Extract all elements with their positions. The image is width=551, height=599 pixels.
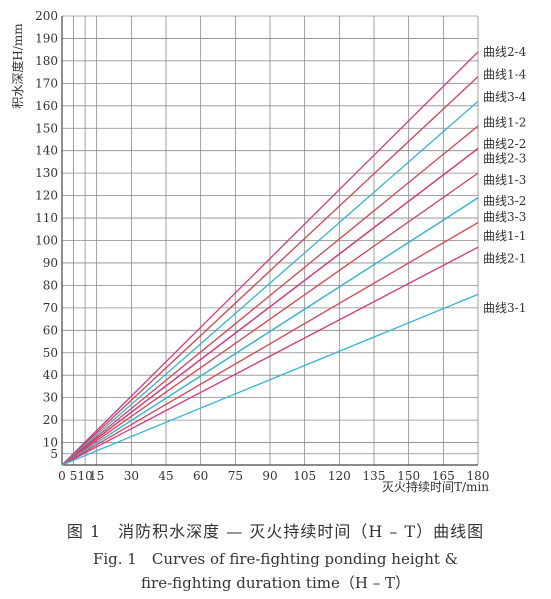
series-line — [61, 76, 479, 466]
x-tick-label: 150 — [397, 469, 420, 483]
line-label: 曲线2-1 — [483, 251, 526, 265]
y-tick-label: 70 — [43, 301, 58, 315]
figure-caption-cn: 图 1 消防积水深度 — 灭火持续时间（H – T）曲线图 — [66, 522, 485, 541]
figure-caption-en-line2: fire-fighting duration time（H – T） — [141, 574, 410, 592]
x-tick-label: 5 — [70, 469, 78, 483]
series-line — [61, 197, 479, 466]
x-tick-label: 30 — [124, 469, 139, 483]
line-label: 曲线2-2 — [483, 137, 526, 151]
x-tick-label: 45 — [158, 469, 173, 483]
y-tick-label: 150 — [35, 121, 58, 135]
line-label: 曲线2-3 — [483, 152, 526, 166]
y-tick-label: 40 — [43, 368, 58, 382]
line-label: 曲线3-3 — [483, 210, 526, 224]
y-tick-label: 30 — [43, 391, 58, 405]
x-tick-label: 75 — [228, 469, 243, 483]
x-tick-label: 135 — [363, 469, 386, 483]
y-tick-label: 80 — [43, 278, 58, 292]
x-tick-label: 165 — [432, 469, 455, 483]
x-axis-label: 灭火持续时间T/min — [382, 479, 489, 494]
tick-labels: 5102030405060708090100110120130140150160… — [35, 9, 489, 483]
y-axis-label: 积水深度H/mm — [10, 23, 25, 109]
x-tick-label: 10 — [77, 469, 92, 483]
series-line — [61, 293, 479, 466]
line-label: 曲线3-4 — [483, 90, 527, 104]
y-tick-label: 170 — [35, 76, 58, 90]
series-line — [61, 125, 479, 466]
line-label: 曲线1-1 — [483, 229, 526, 243]
line-label: 曲线2-4 — [483, 45, 527, 59]
y-tick-label: 200 — [35, 9, 58, 23]
line-label: 曲线1-2 — [483, 116, 526, 130]
x-tick-label: 15 — [89, 469, 104, 483]
y-tick-label: 120 — [35, 189, 58, 203]
y-tick-label: 180 — [35, 54, 58, 68]
y-tick-label: 160 — [35, 99, 58, 113]
y-tick-label: 190 — [35, 31, 58, 45]
y-tick-label: 130 — [35, 166, 58, 180]
y-tick-label: 50 — [43, 346, 58, 360]
y-tick-label: 10 — [43, 436, 58, 450]
series-lines — [61, 51, 479, 466]
x-tick-label: 105 — [293, 469, 316, 483]
axes — [61, 16, 478, 466]
series-line — [61, 100, 479, 466]
y-tick-label: 60 — [43, 323, 58, 337]
series-line — [61, 147, 479, 466]
line-label: 曲线3-2 — [483, 194, 526, 208]
line-label: 曲线1-3 — [483, 173, 526, 187]
x-tick-label: 180 — [467, 469, 490, 483]
series-line — [61, 246, 479, 466]
y-tick-label: 5 — [50, 447, 58, 461]
figure-caption-en-line1: Fig. 1 Curves of fire-fighting ponding h… — [92, 550, 459, 568]
y-tick-label: 20 — [43, 413, 58, 427]
series-line — [61, 51, 479, 466]
x-tick-label: 90 — [262, 469, 277, 483]
grid — [62, 15, 479, 465]
y-tick-label: 90 — [43, 256, 58, 270]
y-tick-label: 110 — [35, 211, 58, 225]
x-tick-label: 0 — [58, 469, 66, 483]
line-label: 曲线1-4 — [483, 67, 527, 81]
x-tick-label: 120 — [328, 469, 351, 483]
y-tick-label: 140 — [35, 144, 58, 158]
x-tick-label: 60 — [193, 469, 208, 483]
series-line — [61, 221, 479, 466]
line-label: 曲线3-1 — [483, 301, 526, 315]
y-tick-label: 100 — [35, 234, 58, 248]
chart-area: 5102030405060708090100110120130140150160… — [10, 9, 527, 494]
series-line — [61, 172, 479, 466]
